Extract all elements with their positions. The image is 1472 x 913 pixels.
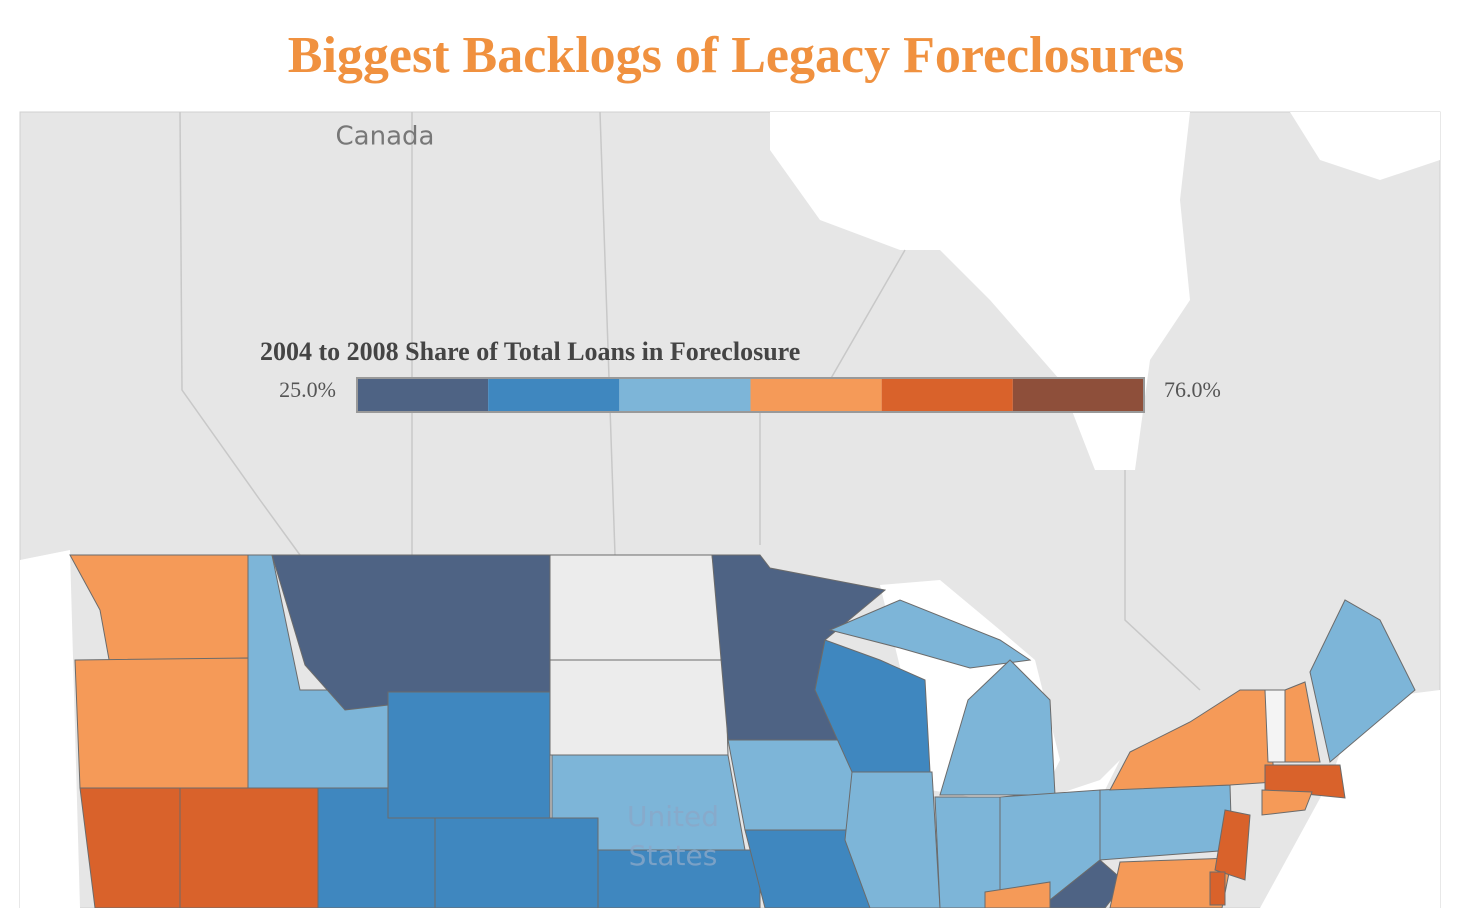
map-label: United xyxy=(627,800,719,833)
water xyxy=(1290,112,1440,180)
border xyxy=(1124,470,1201,691)
legend-step xyxy=(357,378,489,412)
states xyxy=(69,554,1416,909)
map-label: Canada xyxy=(336,122,435,152)
state xyxy=(1309,599,1416,763)
state xyxy=(1264,764,1346,799)
state xyxy=(1284,681,1321,763)
map-label: States xyxy=(629,839,718,872)
border xyxy=(179,111,301,556)
legend-min: 25.0% xyxy=(279,377,336,402)
state xyxy=(1209,871,1226,906)
legend-max: 76.0% xyxy=(1164,377,1221,402)
legend-step xyxy=(619,378,751,412)
border xyxy=(599,111,616,556)
state xyxy=(549,554,726,661)
legend-step xyxy=(881,378,1013,412)
legend: 2004 to 2008 Share of Total Loans in For… xyxy=(260,337,1221,413)
state xyxy=(1264,689,1286,763)
state xyxy=(179,787,319,909)
atlantic xyxy=(1260,690,1440,908)
title: Biggest Backlogs of Legacy Foreclosures xyxy=(288,27,1184,84)
legend-frame xyxy=(356,377,1145,413)
state xyxy=(387,691,551,819)
state xyxy=(74,657,249,789)
legend-step xyxy=(1012,378,1144,412)
legend-step xyxy=(750,378,882,412)
state xyxy=(549,659,729,756)
state xyxy=(1099,784,1233,861)
state xyxy=(1214,809,1251,881)
state xyxy=(79,787,181,909)
legend-title: 2004 to 2008 Share of Total Loans in For… xyxy=(260,337,800,366)
state xyxy=(828,599,1032,669)
pacific xyxy=(20,550,80,908)
legend-step xyxy=(488,378,620,412)
state xyxy=(434,817,599,909)
state xyxy=(1261,789,1313,816)
